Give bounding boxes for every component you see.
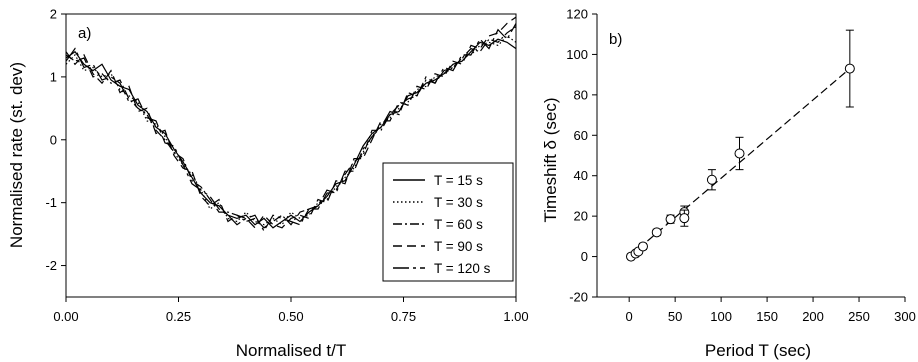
point-marker xyxy=(665,214,676,225)
x-tick-label: 100 xyxy=(710,309,732,324)
data-point-6 xyxy=(665,214,676,225)
data-point-4 xyxy=(637,241,648,252)
point-marker xyxy=(706,174,717,185)
panel-a-legend: T = 15 s T = 30 s T = 60 s T = 90 s T = 120 … xyxy=(382,162,514,282)
data-point-11 xyxy=(844,29,855,108)
x-tick-label: 50 xyxy=(668,309,682,324)
panel-a-x-ticks: 0.00 0.25 0.50 0.75 1.00 xyxy=(53,297,529,324)
data-point-8 xyxy=(679,209,690,227)
panel-b: b) -20 0 20 40 60 80 100 120 0 50 100 150 200 250 300… xyxy=(541,7,916,361)
x-tick-label: 0 xyxy=(626,309,633,324)
y-tick-label: 20 xyxy=(574,209,588,224)
x-tick-label: 200 xyxy=(802,309,824,324)
y-tick-label: 100 xyxy=(566,47,588,62)
panel-b-y-ticks: -20 0 20 40 60 80 100 120 xyxy=(566,7,597,305)
legend-label-3: T = 60 s xyxy=(434,217,483,232)
x-tick-label: 0.00 xyxy=(53,309,78,324)
x-tick-label: 150 xyxy=(756,309,778,324)
data-point-5 xyxy=(651,227,662,238)
y-tick-label: 0 xyxy=(50,132,57,147)
y-tick-label: -1 xyxy=(45,195,57,210)
y-tick-label: 80 xyxy=(574,87,588,102)
y-tick-label: 120 xyxy=(566,7,588,22)
x-tick-label: 300 xyxy=(894,309,916,324)
legend-label-1: T = 15 s xyxy=(434,173,483,188)
y-tick-label: 60 xyxy=(574,128,588,143)
series-line-5 xyxy=(65,23,517,233)
y-tick-label: 1 xyxy=(50,69,57,84)
series-line-4 xyxy=(65,16,517,229)
panel-a-y-axis-title: Normalised rate (st. dev) xyxy=(7,62,26,248)
x-tick-label: 0.25 xyxy=(166,309,191,324)
series-line-3 xyxy=(65,26,517,229)
panel-b-y-axis-title: Timeshift δ (sec) xyxy=(541,97,560,222)
panel-b-x-ticks: 0 50 100 150 200 250 300 xyxy=(626,297,916,324)
panel-a: a) -2 -1 0 1 2 0.00 0.25 0.50 0.75 1.00 Normalis… xyxy=(7,7,529,361)
legend-label-5: T = 120 s xyxy=(434,261,491,276)
series-line-2 xyxy=(65,35,517,226)
panel-b-x-axis-title: Period T (sec) xyxy=(705,341,811,360)
panel-a-x-axis-title: Normalised t/T xyxy=(236,341,347,360)
y-tick-label: -20 xyxy=(569,290,588,305)
legend-label-2: T = 30 s xyxy=(434,195,483,210)
legend-label-4: T = 90 s xyxy=(434,239,483,254)
data-point-10 xyxy=(734,136,745,171)
y-tick-label: 40 xyxy=(574,168,588,183)
point-marker xyxy=(637,241,648,252)
x-tick-label: 0.75 xyxy=(391,309,416,324)
y-tick-label: 2 xyxy=(50,7,57,22)
x-tick-label: 1.00 xyxy=(503,309,528,324)
y-tick-label: -2 xyxy=(45,258,57,273)
point-marker xyxy=(734,148,745,159)
point-marker xyxy=(679,213,690,224)
panel-a-series xyxy=(65,16,517,233)
panel-b-points xyxy=(626,29,855,262)
x-tick-label: 0.50 xyxy=(278,309,303,324)
point-marker xyxy=(651,227,662,238)
panel-a-label: a) xyxy=(78,25,91,42)
panel-b-label: b) xyxy=(609,31,622,48)
y-tick-label: 0 xyxy=(581,249,588,264)
data-point-9 xyxy=(706,169,717,191)
x-tick-label: 250 xyxy=(848,309,870,324)
panel-a-y-ticks: -2 -1 0 1 2 xyxy=(45,7,66,273)
point-marker xyxy=(844,63,855,74)
legend-box xyxy=(382,162,514,282)
